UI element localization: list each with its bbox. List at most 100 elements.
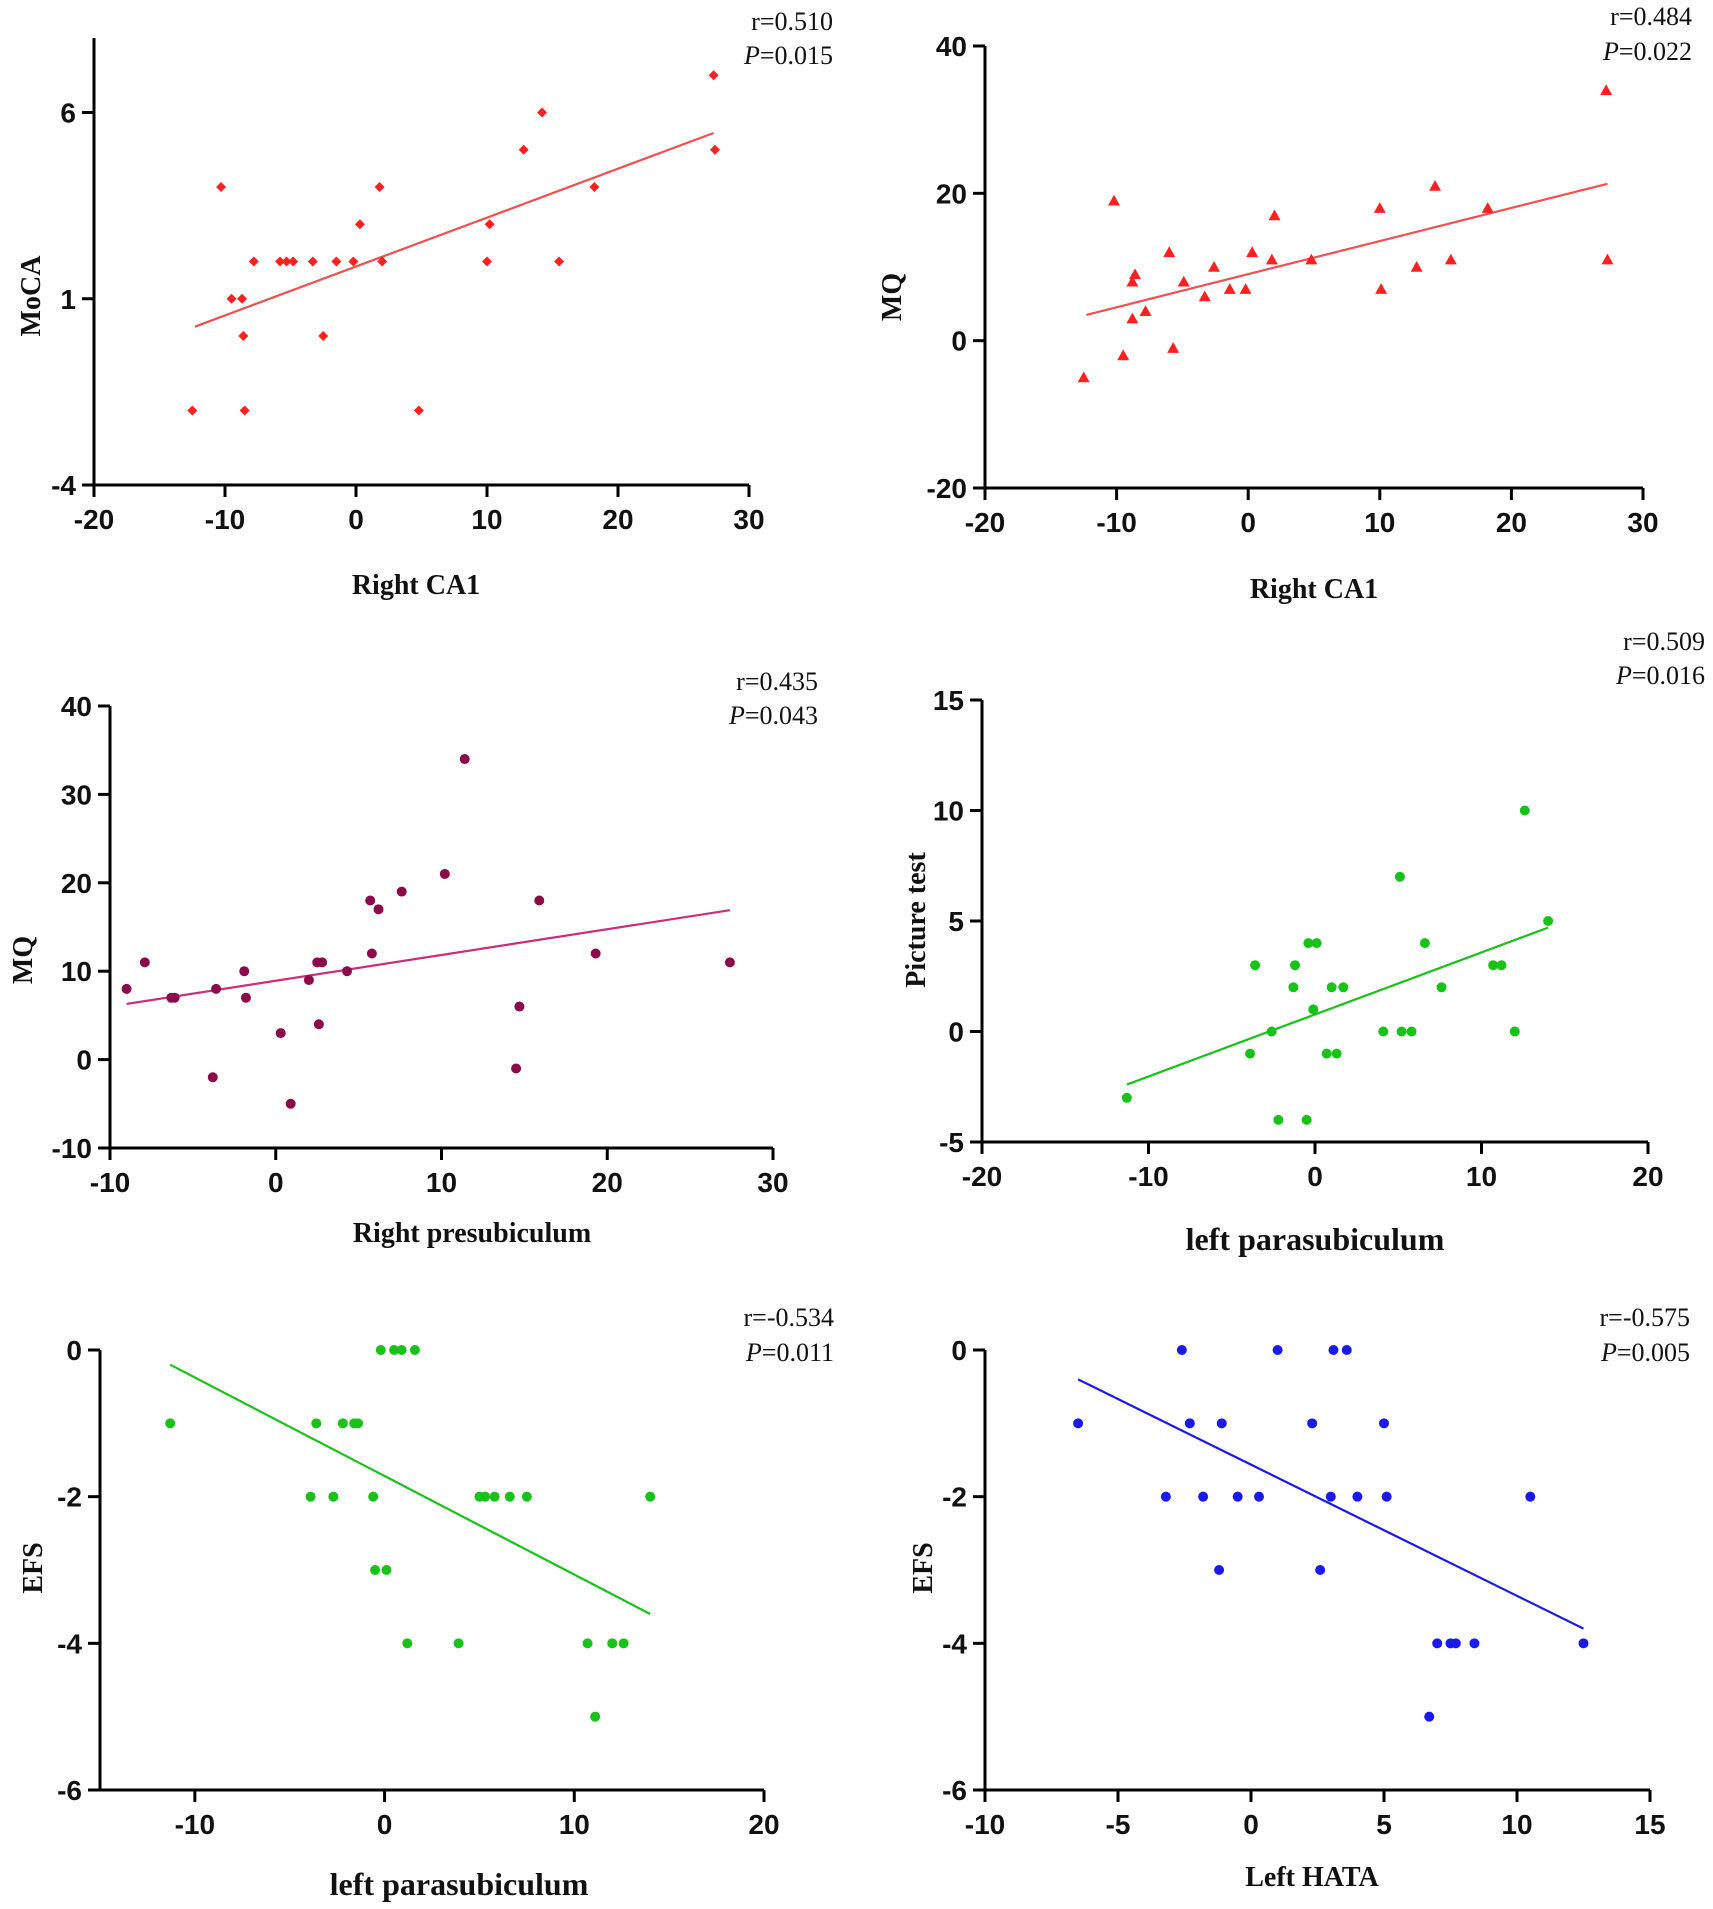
data-point: [724, 957, 735, 968]
stat-r: r=-0.575: [1600, 1303, 1690, 1332]
x-tick-label: -10: [175, 1809, 215, 1840]
data-point: [288, 256, 299, 267]
data-point: [1424, 1711, 1435, 1722]
y-tick-label: -4: [57, 1628, 82, 1659]
data-point: [1307, 1418, 1318, 1429]
x-axis-title: Right CA1: [352, 570, 480, 601]
x-tick-label: 20: [1632, 1161, 1663, 1192]
panel-moca-right-ca1: r=0.510 P=0.015 Right CA1 MoCA -20 -10 0 10…: [16, 7, 833, 601]
data-point: [1578, 1638, 1589, 1649]
data-point: [187, 405, 198, 416]
data-point: [709, 144, 720, 155]
y-axis-title: EFS: [908, 1542, 939, 1593]
x-tick-label: -10: [965, 1809, 1005, 1840]
stat-p: P=0.022: [1602, 37, 1692, 66]
x-tick-label: -10: [205, 504, 245, 535]
data-point: [381, 1565, 392, 1575]
data-point: [240, 992, 251, 1003]
data-point: [1177, 275, 1190, 287]
data-point: [313, 1019, 324, 1030]
data-point: [303, 975, 314, 986]
x-tick-label: 20: [602, 504, 633, 535]
data-point: [1381, 1491, 1392, 1502]
data-point: [207, 1072, 218, 1083]
data-point: [121, 983, 132, 994]
data-point: [373, 904, 384, 915]
data-point: [1406, 1026, 1417, 1037]
data-point: [1223, 283, 1236, 294]
y-tick-label: 40: [61, 691, 92, 722]
x-tick-label: -20: [74, 504, 114, 535]
x-tick-label: 20: [1496, 507, 1527, 538]
x-tick-label: 0: [268, 1167, 284, 1198]
y-axis-title: MQ: [8, 936, 39, 984]
data-point: [1184, 1418, 1195, 1429]
data-point: [285, 1098, 296, 1109]
data-point: [1326, 982, 1337, 993]
data-point: [1321, 1048, 1332, 1059]
data-point: [331, 256, 342, 267]
data-point: [226, 293, 237, 304]
data-point: [1250, 960, 1261, 971]
x-tick-label: 10: [471, 504, 502, 535]
data-point: [511, 1063, 522, 1074]
x-tick-label: 15: [1634, 1809, 1665, 1840]
data-point: [402, 1638, 413, 1649]
data-point: [248, 256, 259, 267]
data-point: [439, 868, 450, 879]
y-tick-label: 10: [61, 956, 92, 987]
stat-p: P=0.015: [743, 41, 833, 70]
x-tick-label: 5: [1376, 1809, 1392, 1840]
data-point: [459, 754, 470, 765]
panel-efs-left-hata: r=-0.575 P=0.005 Left HATA EFS -10 -5 0 5 10…: [908, 1303, 1690, 1893]
stat-r: r=0.510: [751, 7, 833, 36]
regression-line: [169, 1363, 651, 1615]
data-point: [1331, 1048, 1342, 1059]
x-axis-title: left parasubiculum: [330, 1866, 589, 1902]
y-axis-title: MQ: [877, 273, 908, 321]
y-tick-label: 0: [76, 1045, 92, 1076]
data-point: [239, 405, 250, 416]
data-point: [365, 895, 376, 906]
data-point: [1303, 938, 1314, 949]
data-point: [1246, 246, 1259, 258]
regression-line: [1086, 182, 1608, 316]
data-point: [1290, 960, 1301, 971]
data-point: [1288, 982, 1299, 993]
data-point: [1419, 938, 1430, 949]
stat-p: P=0.016: [1615, 661, 1705, 690]
stat-p: P=0.043: [728, 701, 818, 730]
data-point: [1126, 275, 1139, 287]
data-point: [1311, 938, 1322, 949]
stat-r: r=0.509: [1623, 627, 1705, 656]
y-tick-label: 0: [66, 1335, 82, 1366]
data-point: [484, 219, 495, 230]
data-point: [1301, 1114, 1312, 1125]
data-point: [239, 966, 250, 977]
data-point: [396, 1345, 407, 1355]
y-tick-label: 20: [61, 868, 92, 899]
x-tick-label: 0: [1243, 1809, 1259, 1840]
data-point: [1117, 349, 1130, 361]
data-point: [281, 256, 292, 267]
data-point: [389, 1345, 400, 1355]
x-tick-label: 30: [1627, 507, 1658, 538]
stat-p: P=0.011: [745, 1338, 834, 1367]
y-axis-title: EFS: [18, 1542, 49, 1593]
x-tick-label: 20: [592, 1167, 623, 1198]
data-point: [1253, 1491, 1264, 1502]
data-point: [211, 983, 222, 994]
x-tick-label: -10: [90, 1167, 130, 1198]
data-point: [1378, 1026, 1389, 1037]
panel-mq-right-presubiculum: r=0.435 P=0.043 Right presubiculum MQ -1…: [8, 667, 818, 1249]
x-tick-label: 30: [757, 1167, 788, 1198]
x-tick-label: 20: [748, 1809, 779, 1840]
data-point: [169, 992, 180, 1003]
data-point: [1519, 805, 1530, 816]
data-point: [1600, 84, 1613, 95]
data-point: [375, 1345, 386, 1355]
data-point: [317, 957, 328, 968]
data-point: [453, 1638, 464, 1649]
data-point: [1214, 1565, 1225, 1575]
